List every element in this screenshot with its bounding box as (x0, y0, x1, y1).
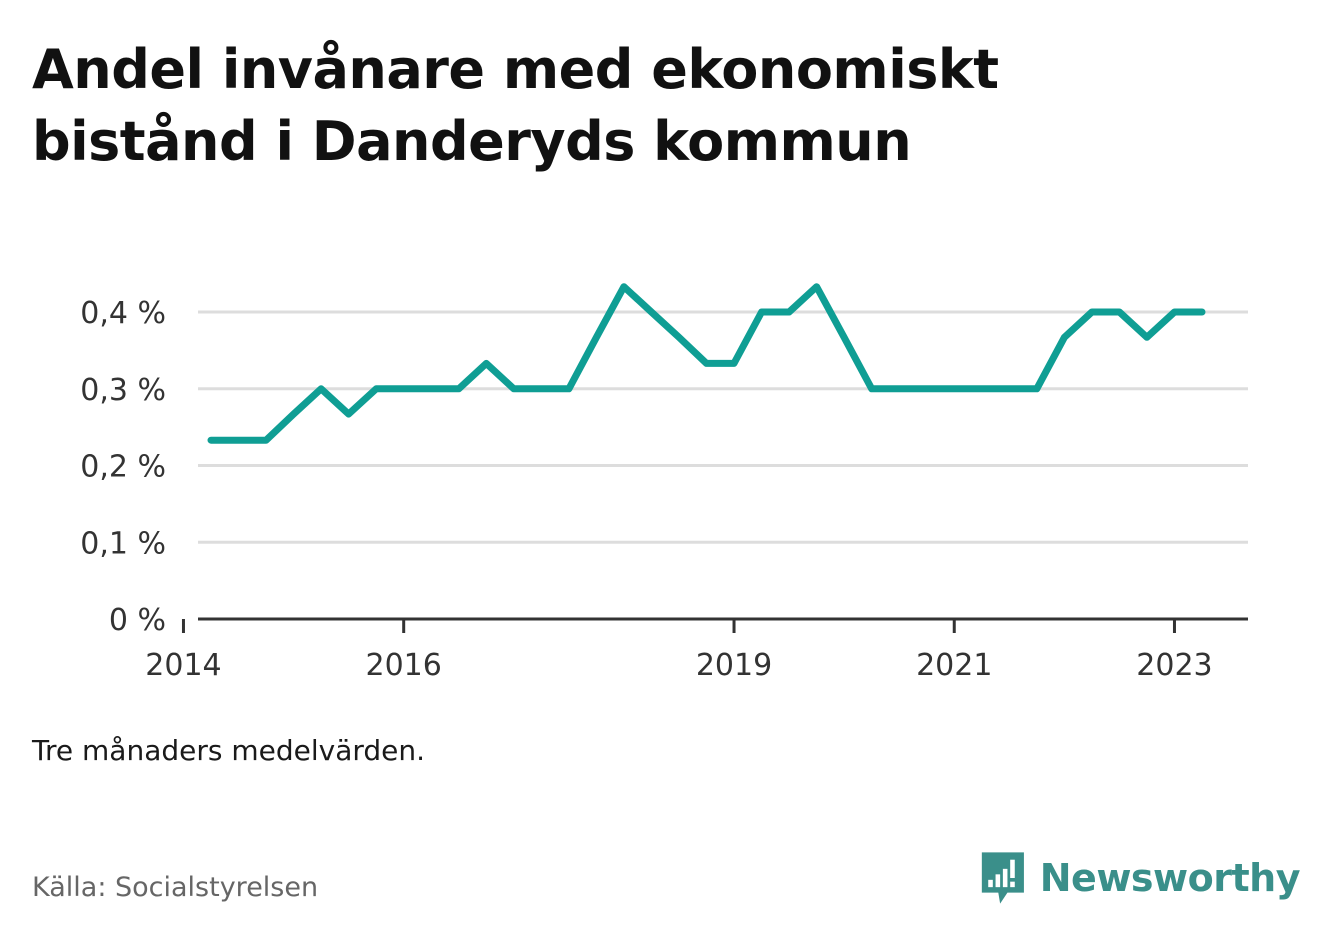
gridlines (198, 310, 1248, 544)
series-layer (207, 283, 1206, 444)
series-line-0 (207, 283, 1206, 444)
x-tick-label: 2021 (916, 648, 992, 683)
y-tick-label: 0,1 % (80, 526, 166, 561)
brand-name: Newsworthy (1039, 856, 1301, 900)
brand-logo: Newsworthy (980, 846, 1301, 910)
x-tick-label: 2014 (145, 648, 221, 683)
newsworthy-logo-icon (981, 852, 1024, 904)
x-tick-label: 2016 (366, 648, 442, 683)
y-axis-labels: 0 % 0,1 % 0,2 % 0,3 % 0,4 % (80, 296, 166, 638)
y-tick-label: 0,3 % (80, 373, 166, 408)
y-tick-label: 0,2 % (80, 450, 166, 485)
chart-title: Andel invånare med ekonomiskt bistånd i … (32, 38, 999, 173)
x-axis-labels: 2014 2016 2019 2021 2023 (145, 648, 1212, 683)
x-tick-label: 2023 (1136, 648, 1212, 683)
y-tick-label: 0 % (109, 603, 166, 638)
chart-note: Tre månaders medelvärden. (32, 734, 426, 767)
y-tick-label: 0,4 % (80, 296, 166, 331)
x-axis (181, 617, 1248, 633)
x-tick-label: 2019 (696, 648, 772, 683)
source-label: Källa: Socialstyrelsen (32, 872, 319, 903)
